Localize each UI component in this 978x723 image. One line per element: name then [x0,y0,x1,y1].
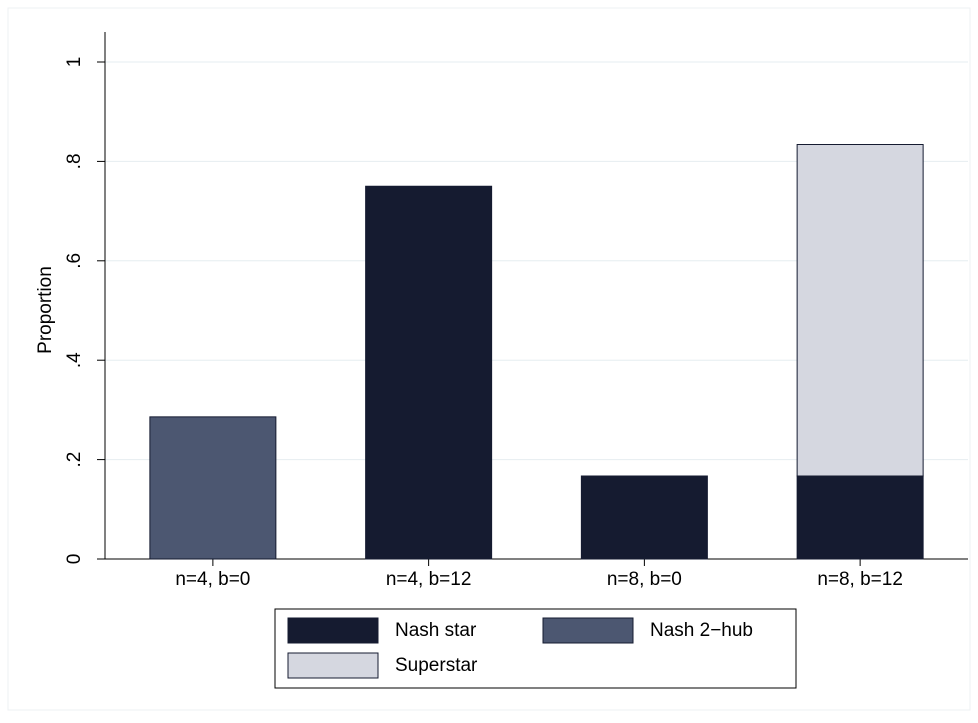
bar [580,475,708,560]
y-tick-label: .4 [64,352,85,368]
y-tick-label: .2 [64,452,85,468]
y-tick-label: .6 [64,253,85,269]
legend-swatch [287,617,379,644]
legend-swatch [542,617,634,644]
bar [796,144,924,477]
y-tick-label: 0 [64,554,85,565]
x-tick-label: n=8, b=12 [817,569,903,590]
legend-label: Nash star [395,620,477,641]
x-tick-label: n=4, b=0 [175,569,250,590]
x-tick-label: n=4, b=12 [386,569,472,590]
bar [365,185,493,560]
legend-label: Nash 2−hub [650,620,753,641]
y-tick-label: 1 [64,57,85,68]
bar [149,416,277,560]
x-tick-label: n=8, b=0 [607,569,682,590]
y-tick-label: .8 [64,153,85,169]
legend-swatch [287,652,379,679]
y-axis-label: Proportion [35,266,56,354]
bar [796,475,924,560]
legend-label: Superstar [395,655,478,676]
